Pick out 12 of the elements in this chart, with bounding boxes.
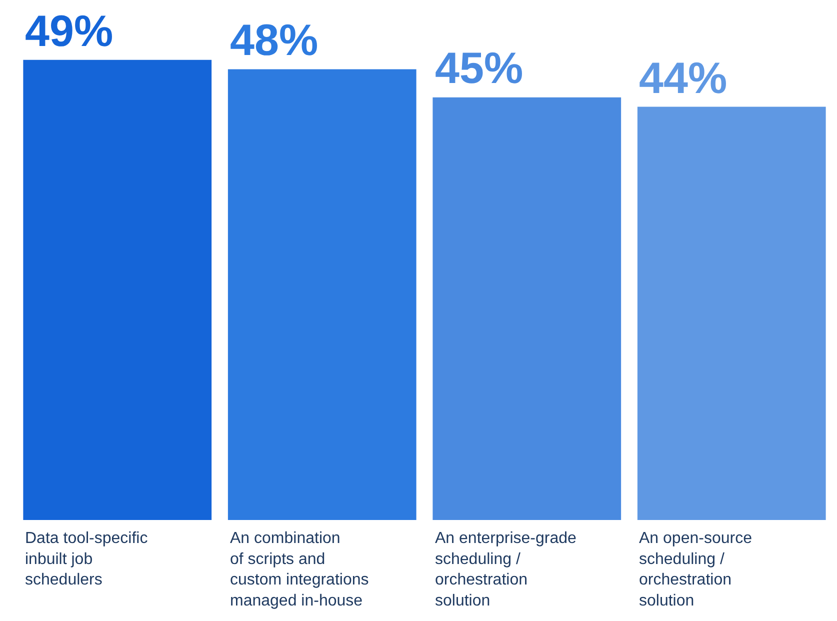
bar	[432, 97, 622, 520]
x-tick-label: An combination of scripts and custom integrations managed in-house	[230, 530, 369, 610]
bar	[637, 106, 826, 520]
bar	[23, 60, 212, 520]
x-tick-label: An open-source scheduling / orchestration solution	[639, 530, 752, 610]
bar	[228, 69, 416, 520]
x-tick-label: Data tool-specific inbuilt job schedulers	[25, 530, 148, 589]
data-label: 48%	[230, 16, 318, 65]
data-label: 45%	[435, 44, 524, 93]
x-tick-label: An enterprise-grade scheduling / orchestration solution	[435, 530, 577, 610]
data-label: 49%	[25, 7, 114, 56]
data-label: 44%	[639, 54, 728, 103]
